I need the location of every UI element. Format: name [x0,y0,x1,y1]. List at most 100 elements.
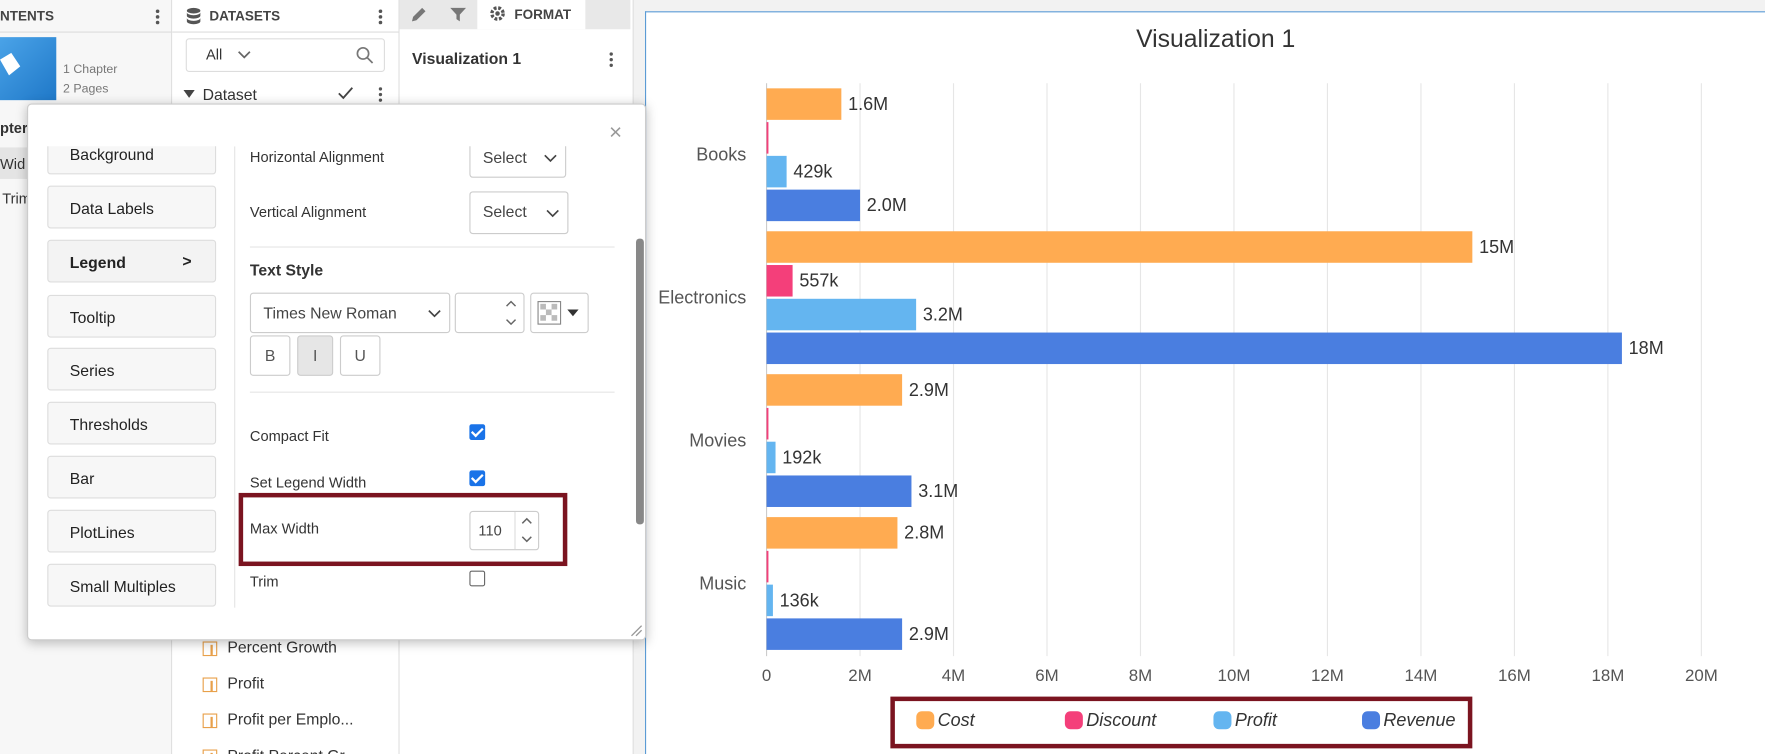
filter-tab-icon[interactable] [449,6,467,24]
resize-handle[interactable] [629,623,643,637]
bar [766,88,842,120]
search-icon[interactable] [356,46,374,64]
menu-icon[interactable] [149,7,167,27]
y-tick-label: Books [696,145,746,165]
field-icon [202,749,218,754]
spinner[interactable] [519,514,535,546]
data-label: 2.9M [909,624,949,644]
dataset-name[interactable]: Dataset [202,85,257,104]
section-heading: Text Style [249,261,324,280]
data-label: 136k [780,590,820,610]
dialog-body: Background Data Labels Legend > Tooltip Serie… [27,146,635,613]
bar [766,475,912,507]
bar [766,584,773,617]
panel-title: DATASETS [209,7,281,24]
nav-button[interactable]: Legend [47,239,217,283]
x-tick-label: 6M [1035,666,1058,685]
data-label: 3.2M [923,304,963,324]
bar [766,231,1473,263]
contents-item[interactable]: pter [0,119,28,137]
nav-button[interactable]: Small Multiples [47,563,217,607]
contents-item[interactable]: Wid [0,155,26,173]
close-button[interactable]: × [608,120,623,146]
scrollbar[interactable] [635,238,644,525]
bar [766,265,793,297]
italic-button[interactable]: I [297,335,334,376]
data-label: 2.0M [867,195,907,215]
field-icon [202,677,218,693]
legend-label: Revenue [1383,710,1455,730]
bar [766,550,769,583]
data-label: 15M [1479,237,1514,257]
visualization-title: Visualization 1 [411,49,522,68]
bold-button[interactable]: B [249,335,291,376]
menu-icon[interactable] [371,86,389,104]
number-input[interactable]: 110 [469,510,540,551]
checkbox[interactable] [469,424,486,441]
nav-button[interactable]: Data Labels [47,185,217,229]
contents-item[interactable]: Trim [2,190,31,208]
nav-button[interactable]: Series [47,347,217,391]
bar [766,155,787,188]
spinner[interactable] [503,297,519,329]
field-item[interactable]: Percent Growth [227,638,337,657]
data-label: 3.1M [918,481,958,501]
menu-icon[interactable] [371,7,389,27]
edit-tab-icon[interactable] [410,6,428,24]
data-label: 2.9M [909,380,949,400]
bar [766,122,769,154]
checkbox[interactable] [469,570,486,587]
y-tick-label: Electronics [658,288,746,308]
legend-marker [1362,711,1381,730]
bar [766,618,903,650]
nav-button[interactable]: Bar [47,455,217,499]
x-tick-label: 0 [762,666,771,685]
field-icon [202,641,218,657]
nav-button[interactable]: Background [47,146,217,175]
panel-title: NTENTS [0,7,55,24]
legend-label: Discount [1086,710,1157,730]
divider [514,512,516,550]
bar [766,298,917,331]
data-label: 1.6M [848,94,888,114]
legend-label: Cost [938,710,976,730]
y-tick-label: Music [699,573,746,593]
field-item[interactable]: Profit per Emplo... [227,710,354,729]
underline-button[interactable]: U [339,335,381,376]
field-label: Trim [249,572,279,590]
x-tick-label: 18M [1591,666,1624,685]
data-label: 18M [1629,338,1664,358]
field-item[interactable]: Profit Percent Gr... [227,745,357,754]
field-icon [202,713,218,729]
chevron [546,209,559,218]
dialog-content: Background Data Labels Legend > Tooltip Serie… [27,146,635,613]
nav-arrow: > [182,252,192,271]
x-tick-label: 16M [1498,666,1531,685]
expand-icon[interactable] [183,89,195,100]
bar [766,374,903,406]
checkbox[interactable] [469,470,486,487]
nav-button[interactable]: PlotLines [47,509,217,553]
chapter-count: 1 Chapter [63,63,118,77]
font-size-input[interactable] [454,292,525,334]
font-select[interactable]: Times New Roman [249,292,451,334]
highlight-box [238,492,568,567]
divider [234,146,236,608]
select[interactable]: Select [469,191,569,235]
select[interactable]: Select [469,146,567,178]
menu-icon[interactable] [602,50,620,70]
chart-title: Visualization 1 [1136,26,1295,53]
active-tab[interactable] [477,0,586,30]
plot-area: 0 2M 4M 6M 8M 10M 12M 14M 16M 18M 20M Books 1.6M 429k… [658,83,1718,730]
nav-button[interactable]: Thresholds [47,401,217,445]
x-tick-label: 12M [1311,666,1344,685]
check-icon [338,87,353,100]
chevron [238,51,251,59]
filter-dropdown[interactable]: All [205,46,223,64]
nav-button[interactable]: Tooltip [47,294,217,338]
search-box[interactable] [185,38,385,73]
database-icon [186,7,201,25]
field-item[interactable]: Profit [227,674,265,693]
format-tab[interactable]: FORMAT [514,6,572,23]
